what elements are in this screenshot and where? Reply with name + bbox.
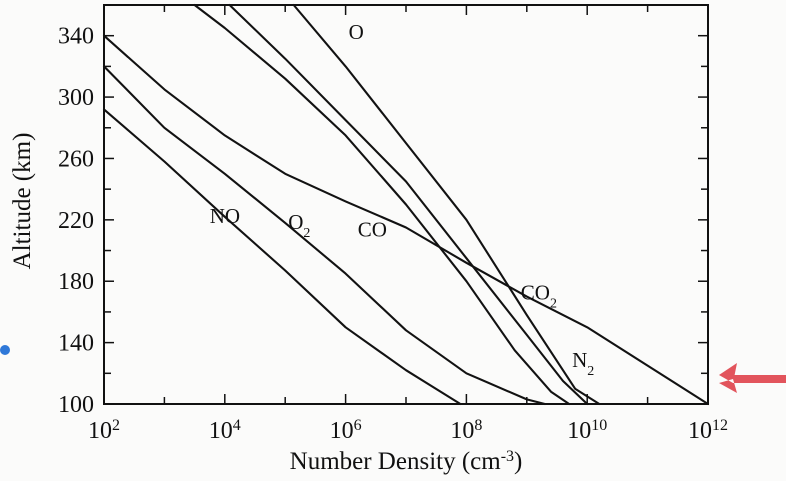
y-axis-title: Altitude (km) xyxy=(9,133,36,270)
series-label-subscript: 2 xyxy=(587,364,594,379)
y-tick-label-220: 220 xyxy=(58,208,94,234)
y-tick-label-300: 300 xyxy=(58,85,94,111)
series-label-subscript: 2 xyxy=(550,296,557,311)
series-label-base: N xyxy=(572,348,587,372)
series-label-base: NO xyxy=(210,204,240,228)
y-tick-label-140: 140 xyxy=(58,331,94,357)
y-tick-label-340: 340 xyxy=(58,24,94,50)
x-tick-label-base: 10 xyxy=(450,418,474,444)
series-label-base: O xyxy=(288,210,303,234)
series-label-base: CO xyxy=(358,218,387,242)
series-label-base: CO xyxy=(521,281,550,305)
series-label-no: NO xyxy=(210,204,240,228)
x-tick-label-base: 10 xyxy=(688,418,712,444)
blue-ink-dot xyxy=(0,345,10,355)
x-tick-label-exponent: 6 xyxy=(354,417,362,434)
x-tick-label-base: 10 xyxy=(567,418,591,444)
x-axis-title: Number Density (cm-3) xyxy=(290,448,523,476)
y-tick-label-260: 260 xyxy=(58,146,94,172)
x-tick-label-exponent: 2 xyxy=(112,417,120,434)
series-label-o: O xyxy=(349,20,364,44)
y-tick-label-100: 100 xyxy=(58,392,94,418)
x-tick-label-exponent: 10 xyxy=(591,417,607,434)
y-tick-label-180: 180 xyxy=(58,269,94,295)
x-tick-label-base: 10 xyxy=(88,418,112,444)
x-tick-label-base: 10 xyxy=(330,418,354,444)
x-axis-title-main: Number Density (cm xyxy=(290,448,502,475)
x-tick-label-exponent: 4 xyxy=(233,417,241,434)
x-axis-title-close: ) xyxy=(514,448,522,475)
series-label-co: CO xyxy=(358,218,387,242)
series-label-subscript: 2 xyxy=(303,226,310,241)
x-tick-label-exponent: 8 xyxy=(474,417,482,434)
x-axis-title-superscript: -3 xyxy=(501,448,514,465)
x-tick-label-base: 10 xyxy=(209,418,233,444)
series-label-base: O xyxy=(349,20,364,44)
x-tick-label-exponent: 12 xyxy=(712,417,728,434)
